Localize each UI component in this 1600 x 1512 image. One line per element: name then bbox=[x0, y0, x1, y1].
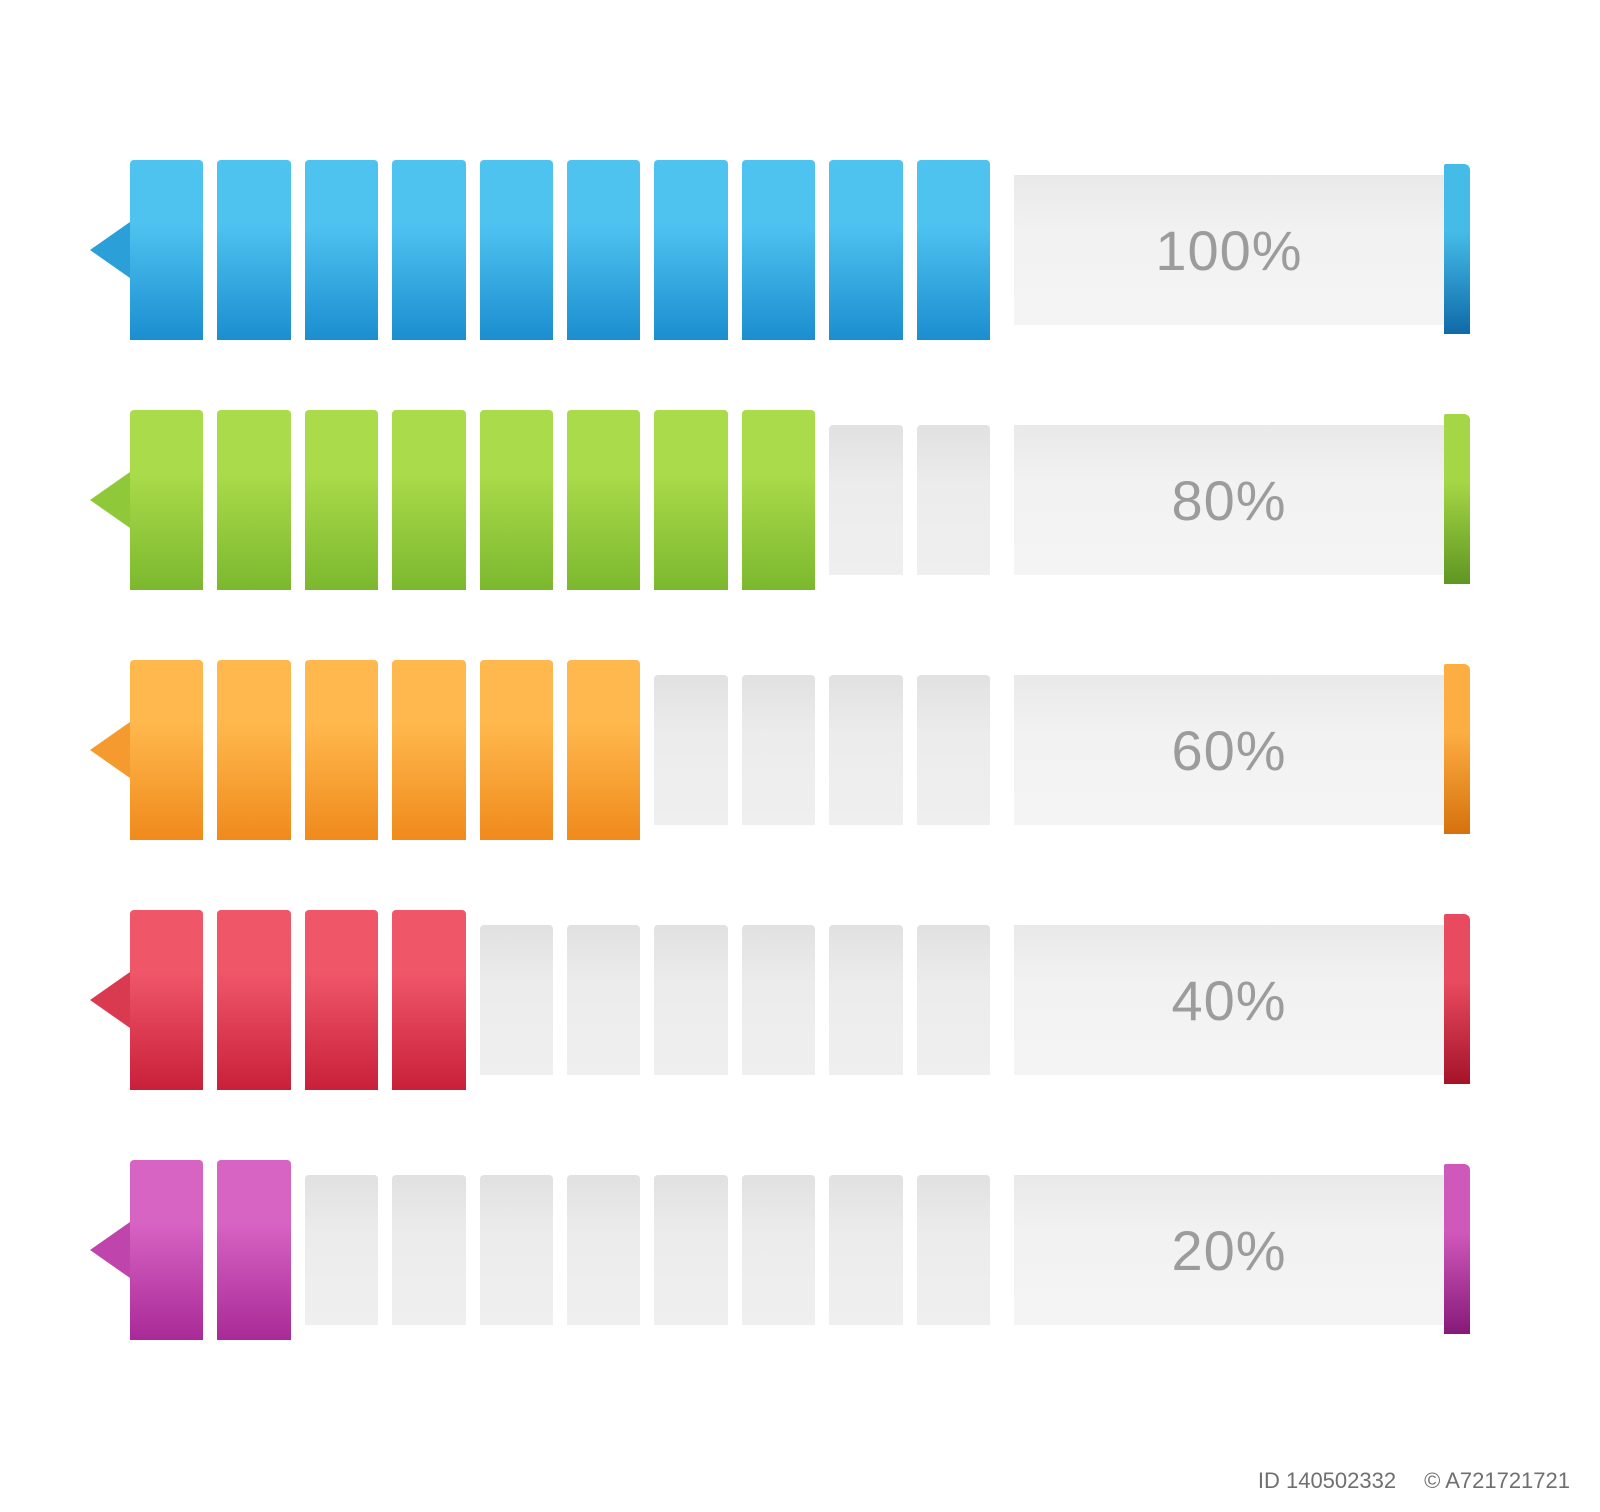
segment bbox=[917, 1175, 990, 1325]
segment bbox=[392, 410, 465, 590]
end-tab bbox=[1444, 914, 1470, 1084]
segment bbox=[654, 675, 727, 825]
segment-track bbox=[130, 160, 990, 340]
segment bbox=[480, 160, 553, 340]
percent-label-box: 40% bbox=[1014, 925, 1444, 1075]
arrow-left-icon bbox=[90, 222, 130, 278]
segment bbox=[567, 925, 640, 1075]
segment bbox=[305, 660, 378, 840]
percent-label-box: 60% bbox=[1014, 675, 1444, 825]
segment bbox=[829, 425, 902, 575]
segment bbox=[130, 410, 203, 590]
segment bbox=[480, 1175, 553, 1325]
segment bbox=[130, 660, 203, 840]
segment bbox=[917, 675, 990, 825]
segment bbox=[130, 910, 203, 1090]
segment bbox=[130, 160, 203, 340]
segment-track bbox=[130, 910, 990, 1090]
copyright-label: © A721721721 bbox=[1424, 1468, 1570, 1494]
footer: ID 140502332 © A721721721 bbox=[1258, 1468, 1570, 1494]
segment bbox=[305, 910, 378, 1090]
progress-row: 80% bbox=[130, 410, 1470, 590]
segment bbox=[305, 1175, 378, 1325]
percent-label: 40% bbox=[1171, 968, 1286, 1033]
segment bbox=[567, 160, 640, 340]
percent-label: 20% bbox=[1171, 1218, 1286, 1283]
segment bbox=[742, 160, 815, 340]
segment bbox=[742, 675, 815, 825]
segment bbox=[305, 410, 378, 590]
arrow-left-icon bbox=[90, 972, 130, 1028]
segment bbox=[654, 160, 727, 340]
progress-row: 100% bbox=[130, 160, 1470, 340]
segment bbox=[917, 425, 990, 575]
arrow-left-icon bbox=[90, 472, 130, 528]
segment bbox=[480, 410, 553, 590]
percent-label-box: 100% bbox=[1014, 175, 1444, 325]
segment bbox=[392, 1175, 465, 1325]
segment bbox=[654, 410, 727, 590]
segment bbox=[217, 410, 290, 590]
percent-label: 100% bbox=[1155, 218, 1302, 283]
segment bbox=[742, 1175, 815, 1325]
segment bbox=[480, 925, 553, 1075]
segment-track bbox=[130, 410, 990, 590]
segment bbox=[392, 660, 465, 840]
segment bbox=[742, 925, 815, 1075]
segment bbox=[654, 1175, 727, 1325]
segment bbox=[217, 910, 290, 1090]
arrow-left-icon bbox=[90, 1222, 130, 1278]
progress-row: 20% bbox=[130, 1160, 1470, 1340]
segment bbox=[217, 160, 290, 340]
end-tab bbox=[1444, 414, 1470, 584]
percent-label: 80% bbox=[1171, 468, 1286, 533]
end-tab bbox=[1444, 1164, 1470, 1334]
end-tab bbox=[1444, 164, 1470, 334]
segment bbox=[567, 410, 640, 590]
segment bbox=[130, 1160, 203, 1340]
end-tab bbox=[1444, 664, 1470, 834]
progress-row: 40% bbox=[130, 910, 1470, 1090]
segment bbox=[829, 1175, 902, 1325]
segment bbox=[829, 160, 902, 340]
percent-label-box: 80% bbox=[1014, 425, 1444, 575]
segment bbox=[917, 160, 990, 340]
segment bbox=[829, 675, 902, 825]
segment bbox=[217, 1160, 290, 1340]
percent-label: 60% bbox=[1171, 718, 1286, 783]
segment-track bbox=[130, 1160, 990, 1340]
segment bbox=[217, 660, 290, 840]
progress-row: 60% bbox=[130, 660, 1470, 840]
segment bbox=[742, 410, 815, 590]
segment bbox=[392, 910, 465, 1090]
percent-label-box: 20% bbox=[1014, 1175, 1444, 1325]
segment bbox=[305, 160, 378, 340]
segment bbox=[654, 925, 727, 1075]
image-id-label: ID 140502332 bbox=[1258, 1468, 1396, 1494]
segment bbox=[567, 1175, 640, 1325]
progress-chart: 100% 80% 60% 40% 20% bbox=[130, 160, 1470, 1410]
arrow-left-icon bbox=[90, 722, 130, 778]
segment bbox=[480, 660, 553, 840]
segment bbox=[567, 660, 640, 840]
segment bbox=[829, 925, 902, 1075]
segment-track bbox=[130, 660, 990, 840]
segment bbox=[392, 160, 465, 340]
segment bbox=[917, 925, 990, 1075]
